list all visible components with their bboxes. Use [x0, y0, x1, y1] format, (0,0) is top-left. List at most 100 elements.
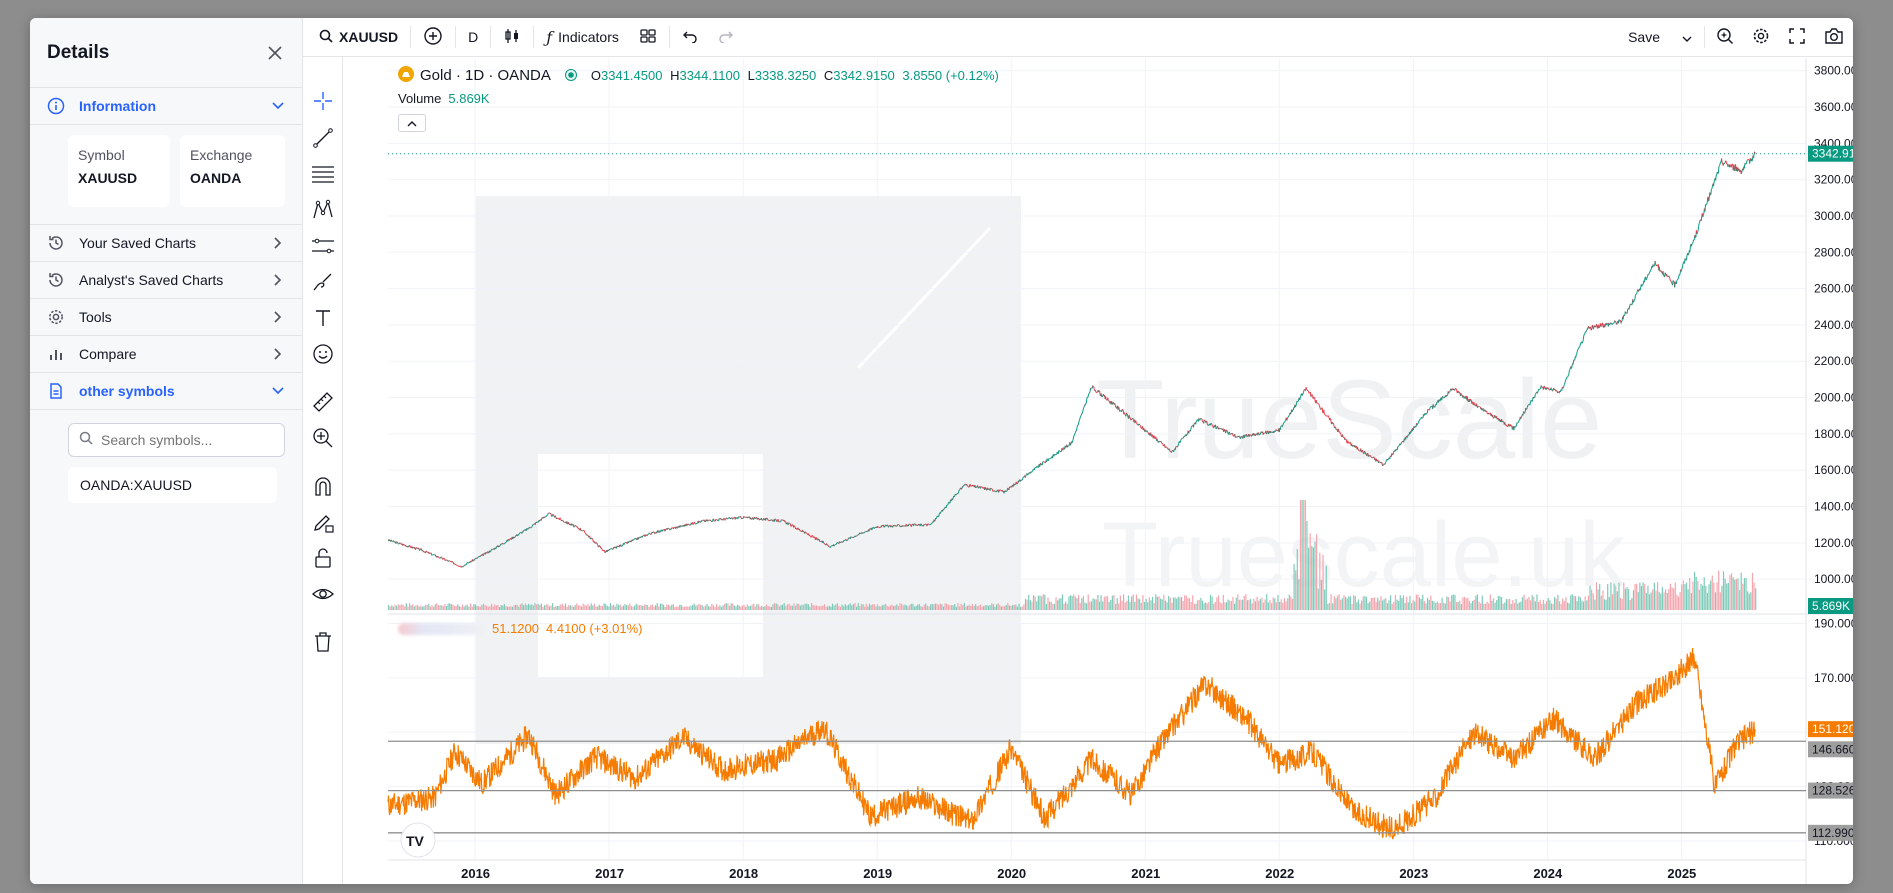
volume-bar	[841, 604, 843, 610]
volume-bar	[1047, 597, 1049, 610]
snapshot-button[interactable]	[1815, 18, 1853, 56]
volume-bar	[1187, 598, 1189, 610]
chart-type-button[interactable]	[493, 18, 531, 56]
price-segment	[495, 546, 498, 549]
price-segment	[1575, 354, 1577, 358]
volume-bar	[1652, 589, 1654, 610]
price-segment	[1646, 275, 1649, 278]
volume-bar	[1155, 594, 1157, 610]
indicators-button[interactable]: ƒ Indicators	[536, 18, 629, 56]
volume-bar	[1708, 584, 1710, 610]
unlock-icon	[313, 547, 333, 574]
chart-canvas[interactable]: TrueScaleTruescale.uk3800.00003600.00003…	[356, 58, 1853, 884]
volume-bar	[1457, 602, 1459, 610]
price-segment	[588, 536, 590, 538]
volume-bar	[429, 606, 432, 610]
price-segment	[1462, 395, 1465, 398]
price-segment	[1638, 290, 1640, 292]
zoom-in-icon	[312, 427, 334, 454]
lock-tool[interactable]	[312, 547, 334, 574]
price-segment	[1126, 413, 1128, 416]
volume-bar	[1512, 600, 1514, 610]
undo-button[interactable]	[672, 18, 708, 56]
symbol-search-box[interactable]	[68, 423, 285, 457]
symbol-title[interactable]: Gold · 1D · OANDA	[420, 67, 551, 84]
measure-tool[interactable]	[312, 391, 334, 415]
volume-bar	[1566, 602, 1569, 610]
crosshair-tool[interactable]	[312, 91, 334, 114]
trend-line-tool[interactable]	[312, 127, 334, 151]
magnet-tool[interactable]	[312, 476, 334, 499]
toolbar-divider	[533, 26, 535, 48]
section-information[interactable]: Information	[30, 88, 302, 125]
price-segment	[1569, 367, 1571, 371]
price-segment	[1405, 436, 1407, 440]
volume-bar	[531, 604, 533, 610]
collapse-legend-button[interactable]	[398, 114, 426, 132]
price-segment	[1195, 421, 1197, 425]
chart-pane[interactable]: TrueScaleTruescale.uk3800.00003600.00003…	[356, 58, 1853, 884]
volume-bar	[648, 606, 650, 610]
settings-button[interactable]	[1743, 18, 1779, 56]
fib-tool[interactable]	[312, 165, 334, 187]
price-segment	[1668, 275, 1670, 278]
remove-drawings-tool[interactable]	[312, 631, 334, 655]
volume-bar	[994, 606, 996, 610]
price-segment	[929, 523, 932, 526]
price-segment	[1724, 161, 1726, 164]
section-other-symbols[interactable]: other symbols	[30, 373, 302, 410]
price-segment	[802, 529, 804, 532]
volume-bar	[1391, 603, 1393, 610]
volume-bar	[1428, 599, 1430, 610]
volume-bar	[1605, 599, 1607, 610]
pattern-tool[interactable]	[312, 199, 334, 223]
visibility-tool[interactable]	[312, 585, 334, 607]
volume-bar	[458, 605, 460, 610]
volume-bar	[1483, 603, 1485, 610]
symbol-list-item[interactable]: OANDA:XAUUSD	[68, 467, 277, 503]
text-tool[interactable]	[312, 309, 334, 331]
price-segment	[1702, 212, 1705, 215]
save-button[interactable]: Save	[1618, 18, 1702, 56]
price-segment	[919, 523, 922, 527]
fullscreen-button[interactable]	[1779, 18, 1815, 56]
brush-tool[interactable]	[312, 273, 334, 295]
volume-bar	[1576, 601, 1578, 610]
price-segment	[1399, 443, 1402, 446]
volume-bar	[622, 605, 625, 610]
lock-drawings-tool[interactable]	[312, 513, 334, 535]
templates-button[interactable]	[629, 18, 667, 56]
section-your-saved-charts[interactable]: Your Saved Charts	[30, 225, 302, 262]
symbol-search-button[interactable]: XAUUSD	[309, 18, 408, 56]
compare-symbol-button[interactable]	[413, 18, 453, 56]
quick-search-button[interactable]	[1707, 18, 1743, 56]
section-tools[interactable]: Tools	[30, 299, 302, 336]
price-segment	[1080, 414, 1082, 417]
volume-bar	[1008, 605, 1011, 610]
section-compare[interactable]: Compare	[30, 336, 302, 373]
close-icon[interactable]	[265, 43, 285, 63]
symbol-search-input[interactable]	[101, 432, 271, 448]
price-segment	[1153, 435, 1155, 437]
price-segment	[623, 543, 625, 545]
volume-bar	[388, 605, 390, 610]
volume-bar	[1150, 600, 1152, 610]
volume-bar	[1558, 601, 1561, 610]
volume-bar	[1703, 577, 1705, 610]
redo-button[interactable]	[708, 18, 744, 56]
volume-bar	[418, 606, 420, 610]
volume-bar	[1526, 598, 1528, 610]
volume-bar	[1660, 593, 1662, 610]
zoom-tool[interactable]	[312, 427, 334, 454]
volume-bar	[724, 603, 726, 610]
interval-button[interactable]: D	[468, 29, 479, 45]
price-segment	[1576, 351, 1578, 354]
emoji-tool[interactable]	[312, 343, 334, 367]
projection-tool[interactable]	[312, 237, 334, 259]
volume-bar	[992, 604, 994, 610]
volume-bar	[416, 604, 419, 610]
time-axis-label: 2018	[729, 866, 758, 881]
price-segment	[1368, 454, 1370, 457]
section-analyst-saved-charts[interactable]: Analyst's Saved Charts	[30, 262, 302, 299]
volume-bar	[1430, 595, 1432, 610]
